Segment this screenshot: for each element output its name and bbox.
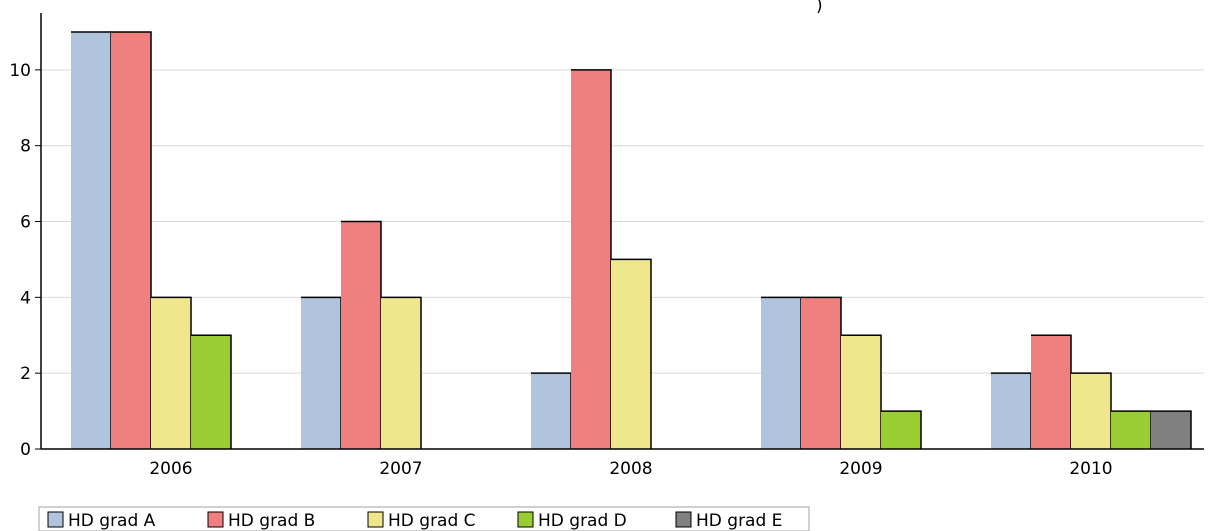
y-tick-label: 6 xyxy=(20,213,31,233)
bar-edge xyxy=(611,258,652,449)
bar-hd-grad-c-2009 xyxy=(841,335,881,449)
x-tick-label: 2006 xyxy=(149,459,192,479)
legend: HD grad A HD grad B HD grad C HD grad D HD g… xyxy=(38,506,810,531)
bar-hd-grad-d-2010 xyxy=(1111,411,1151,449)
bar-hd-grad-a-2008 xyxy=(531,373,571,449)
y-tick-label: 8 xyxy=(20,137,31,157)
bar-edge xyxy=(191,334,232,449)
legend-swatch xyxy=(47,511,64,528)
bar-hd-grad-b-2010 xyxy=(1031,335,1071,449)
legend-label: HD grad D xyxy=(538,511,627,531)
bar-hd-grad-d-2009 xyxy=(881,411,921,449)
legend-label: HD grad A xyxy=(68,511,156,531)
x-tick-label: 2009 xyxy=(839,459,882,479)
bar-hd-grad-a-2007 xyxy=(301,297,341,449)
y-tick-label: 2 xyxy=(20,364,31,384)
bar-hd-grad-a-2010 xyxy=(991,373,1031,449)
legend-label: HD grad C xyxy=(388,511,476,531)
legend-swatch xyxy=(675,511,692,528)
bars xyxy=(71,31,1192,450)
legend-swatch xyxy=(207,511,224,528)
x-tick-label: 2007 xyxy=(379,459,422,479)
y-tick-label: 0 xyxy=(20,440,31,460)
y-tick-labels: 0 2 4 6 8 10 xyxy=(9,61,31,460)
bar-hd-grad-b-2007 xyxy=(341,221,381,449)
x-tick-label: 2008 xyxy=(609,459,652,479)
bar-hd-grad-b-2006 xyxy=(111,31,151,450)
legend-label: HD grad E xyxy=(696,511,782,531)
legend-swatch xyxy=(367,511,384,528)
y-tick-label: 4 xyxy=(20,288,31,308)
axes xyxy=(40,13,1204,450)
bar-hd-grad-d-2006 xyxy=(191,335,231,449)
legend-label: HD grad B xyxy=(228,511,315,531)
x-tick-labels: 2006 2007 2008 2009 2010 xyxy=(149,459,1112,479)
bar-hd-grad-c-2008 xyxy=(611,259,651,449)
bar-hd-grad-e-2010 xyxy=(1151,411,1191,449)
annotation-mark: ) xyxy=(816,0,823,16)
bar-hd-grad-b-2008 xyxy=(571,69,611,449)
bar-hd-grad-b-2009 xyxy=(801,297,841,449)
legend-swatch xyxy=(517,511,534,528)
y-tick-label: 10 xyxy=(9,61,31,81)
bar-hd-grad-c-2006 xyxy=(151,297,191,449)
bar-edge xyxy=(1151,410,1192,449)
bar-hd-grad-c-2010 xyxy=(1071,373,1111,449)
x-tick-label: 2010 xyxy=(1069,459,1112,479)
bar-hd-grad-a-2006 xyxy=(71,31,111,450)
bar-edge xyxy=(381,296,422,449)
bar-edge xyxy=(881,410,922,449)
bar-hd-grad-a-2009 xyxy=(761,297,801,449)
bar-hd-grad-c-2007 xyxy=(381,297,421,449)
